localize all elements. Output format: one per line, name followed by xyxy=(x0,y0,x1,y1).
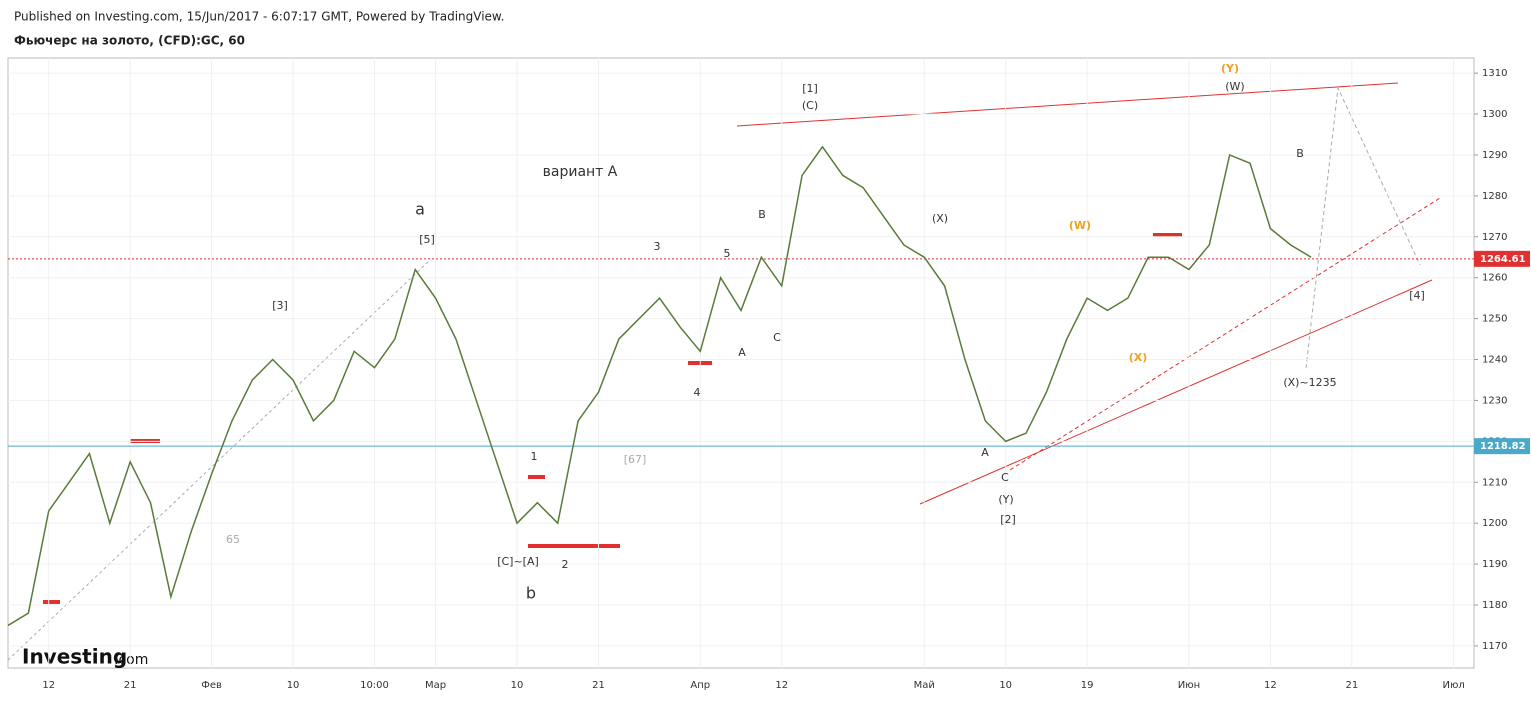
wave-label: C xyxy=(773,331,781,344)
wave-label: b xyxy=(526,584,536,603)
wave-label: 3 xyxy=(654,240,661,253)
x-tick-label: 10:00 xyxy=(360,680,389,691)
x-tick-label: 10 xyxy=(287,680,300,691)
logo-suffix: .com xyxy=(114,652,148,668)
x-tick-label: 10 xyxy=(999,680,1012,691)
wave-label: (X) xyxy=(932,212,948,225)
y-tick-label: 1180 xyxy=(1482,600,1507,611)
wave-label: B xyxy=(1296,147,1304,160)
y-tick-label: 1310 xyxy=(1482,68,1507,79)
trend-line xyxy=(7,259,431,661)
trend-line xyxy=(1009,197,1441,471)
y-tick-label: 1240 xyxy=(1482,355,1507,366)
y-tick-label: 1210 xyxy=(1482,477,1507,488)
x-tick-label: Апр xyxy=(690,680,710,691)
wave-label: (C) xyxy=(802,99,818,112)
price-line-series xyxy=(7,145,1312,627)
wave-label: 65 xyxy=(226,533,240,546)
x-tick-label: 12 xyxy=(775,680,788,691)
x-tick-label: Июл xyxy=(1442,680,1464,691)
wave-label: [4] xyxy=(1409,289,1425,302)
wave-label: (W) xyxy=(1069,219,1091,232)
published: Published on Investing.com, 15/Jun/2017 … xyxy=(14,10,504,24)
y-tick-label: 1190 xyxy=(1482,559,1507,570)
y-tick-label: 1170 xyxy=(1482,641,1507,652)
y-tick-label: 1280 xyxy=(1482,191,1507,202)
wave-label: a xyxy=(415,200,425,219)
wave-label: (X)~1235 xyxy=(1283,376,1336,389)
wave-label: 5 xyxy=(724,247,731,260)
y-tick-label: 1260 xyxy=(1482,273,1507,284)
x-tick-label: Май xyxy=(914,680,935,691)
wave-label: (X) xyxy=(1129,351,1148,364)
trend-line xyxy=(919,279,1433,505)
wave-label: [C]~[A] xyxy=(497,555,539,568)
wave-label: (Y) xyxy=(1221,62,1239,75)
projection xyxy=(1305,86,1421,369)
x-tick-label: 19 xyxy=(1081,680,1094,691)
wave-label: A xyxy=(738,346,746,359)
price-tag xyxy=(1474,250,1530,267)
levels xyxy=(43,233,1182,604)
x-tick-label: Июн xyxy=(1178,680,1200,691)
wave-label: (W) xyxy=(1225,80,1244,93)
wave-label: [1] xyxy=(802,82,818,95)
logo: Investing xyxy=(22,645,127,669)
y-tick-label: 1250 xyxy=(1482,314,1507,325)
y-tick-label: 1200 xyxy=(1482,518,1507,529)
x-tick-label: 12 xyxy=(42,680,55,691)
x-tick-label: 12 xyxy=(1264,680,1277,691)
wave-label: B xyxy=(758,208,766,221)
price-label: 1264.61 xyxy=(1480,254,1526,265)
wave-label: [2] xyxy=(1000,513,1016,526)
symbol: Фьючерс на золото, (CFD):GC, 60 xyxy=(14,34,245,48)
wave-label: 4 xyxy=(694,386,701,399)
x-tick-label: 21 xyxy=(124,680,137,691)
wave-label: [5] xyxy=(419,233,435,246)
price-tag xyxy=(1474,438,1530,455)
trend-line xyxy=(736,82,1399,127)
wave-label: 1 xyxy=(531,450,538,463)
y-tick-label: 1270 xyxy=(1482,232,1507,243)
wave-label: [67] xyxy=(624,453,647,466)
y-tick-label: 1290 xyxy=(1482,150,1507,161)
plot-frame xyxy=(7,57,1475,669)
x-tick-label: Фев xyxy=(201,680,222,691)
wave-label: (Y) xyxy=(998,493,1013,506)
wave-label: [3] xyxy=(272,299,288,312)
wave-label: C xyxy=(1001,471,1009,484)
x-tick-label: 10 xyxy=(511,680,524,691)
wave-label: вариант А xyxy=(543,164,618,180)
wave-label: A xyxy=(981,446,989,459)
price-label: 1218.82 xyxy=(1480,441,1526,452)
x-tick-label: 21 xyxy=(592,680,605,691)
y-tick-label: 1230 xyxy=(1482,395,1507,406)
x-tick-label: 21 xyxy=(1345,680,1358,691)
wave-label: 2 xyxy=(562,558,569,571)
y-tick-label: 1300 xyxy=(1482,109,1507,120)
x-tick-label: Мар xyxy=(425,680,446,691)
